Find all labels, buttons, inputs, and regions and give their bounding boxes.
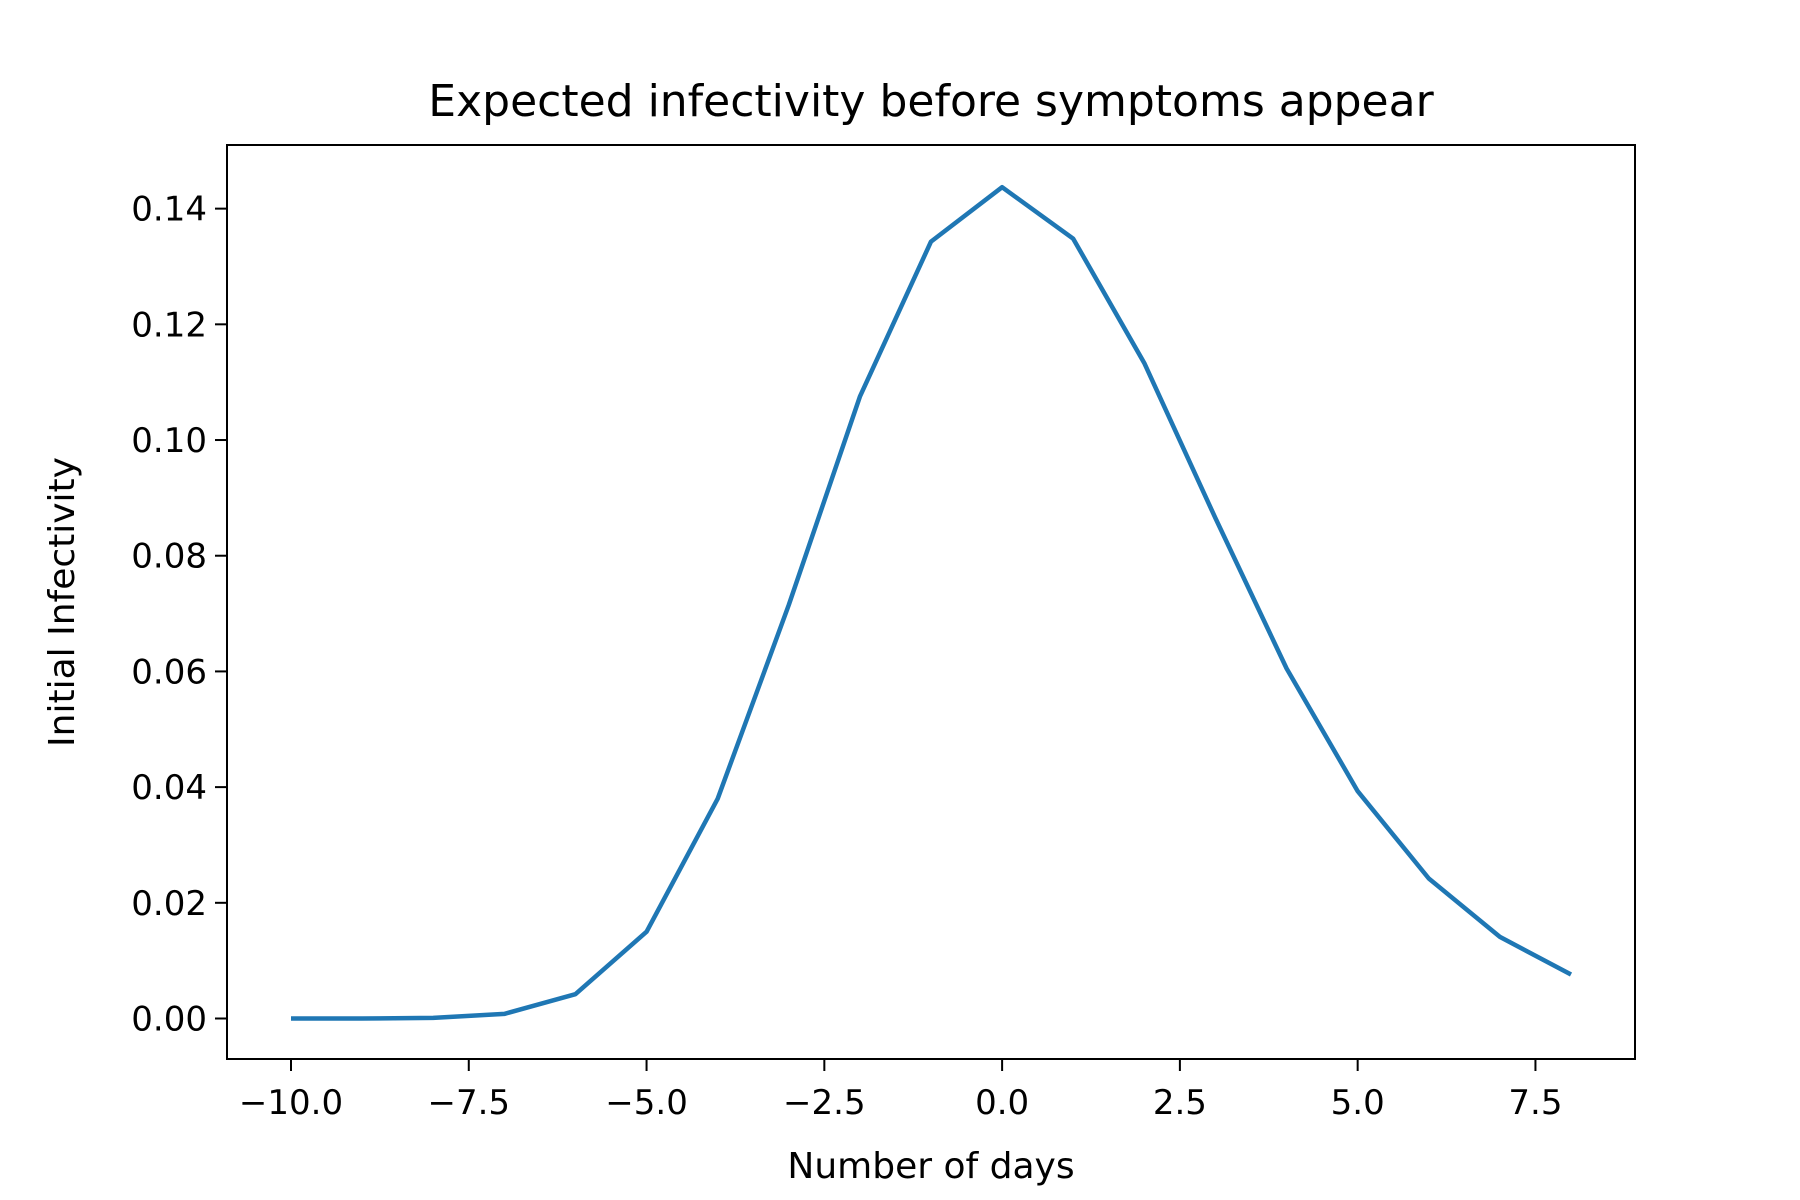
y-axis-label: Initial Infectivity — [42, 457, 83, 747]
series-line — [291, 184, 1573, 1021]
x-tick-label: −2.5 — [783, 1083, 866, 1123]
y-tick-label: 0.06 — [131, 652, 207, 692]
y-tick-label: 0.08 — [131, 537, 207, 577]
y-tick-label: 0.14 — [131, 190, 207, 230]
x-tick-label: −7.5 — [427, 1083, 510, 1123]
chart-title: Expected infectivity before symptoms app… — [428, 76, 1434, 127]
y-tick-label: 0.12 — [131, 305, 207, 345]
y-tick-label: 0.04 — [131, 768, 207, 808]
y-tick-label: 0.10 — [131, 421, 207, 461]
x-tick-label: 5.0 — [1331, 1083, 1385, 1123]
x-axis-label: Number of days — [787, 1146, 1074, 1187]
y-tick-label: 0.02 — [131, 884, 207, 924]
x-tick-label: 2.5 — [1153, 1083, 1207, 1123]
axis-ticks — [215, 207, 1537, 1071]
plot-area-frame — [226, 144, 1636, 1060]
x-tick-label: 0.0 — [975, 1083, 1029, 1123]
y-tick-labels: 0.00 0.02 0.04 0.06 0.08 0.10 0.12 0.14 — [131, 190, 207, 1040]
x-tick-labels: −10.0 −7.5 −5.0 −2.5 0.0 2.5 5.0 7.5 — [239, 1083, 1563, 1123]
x-tick-label: 7.5 — [1508, 1083, 1562, 1123]
x-tick-label: −10.0 — [239, 1083, 343, 1123]
x-tick-label: −5.0 — [605, 1083, 688, 1123]
y-tick-label: 0.00 — [131, 1000, 207, 1040]
